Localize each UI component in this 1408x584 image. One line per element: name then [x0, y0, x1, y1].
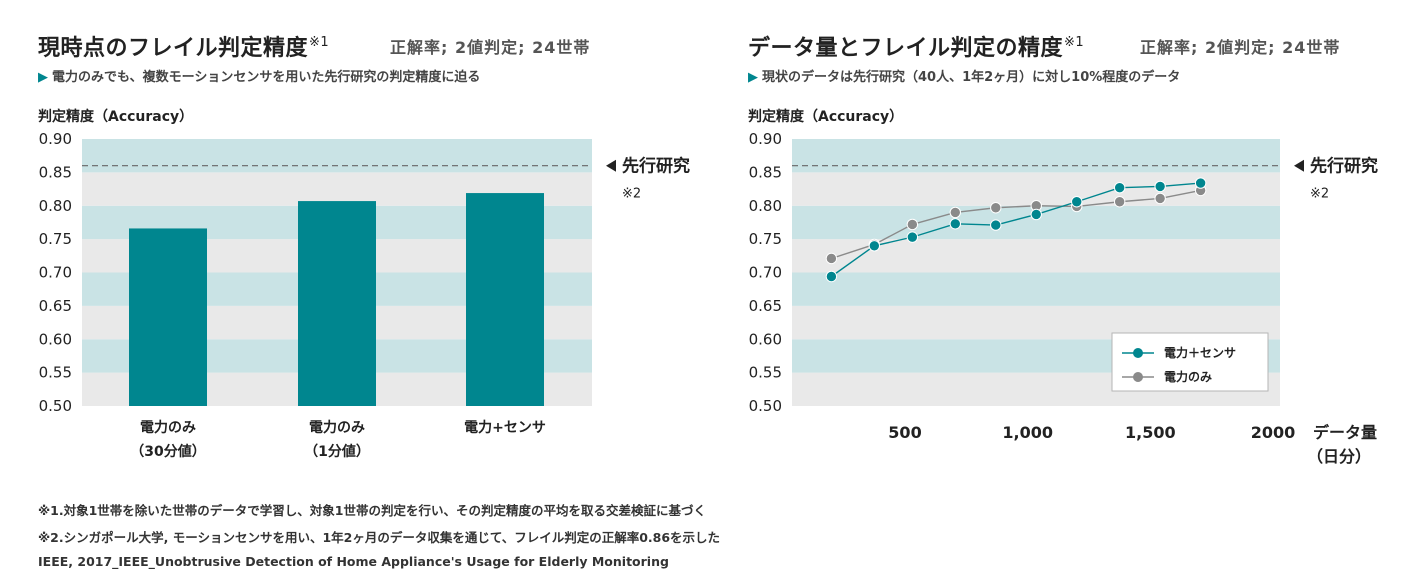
category-label: 電力+センサ [464, 419, 546, 436]
bar [466, 193, 544, 406]
data-point [1030, 208, 1042, 221]
data-point [1113, 196, 1126, 208]
left-ytick-label: 0.65 [39, 297, 72, 315]
right-ytick-label: 0.90 [749, 130, 782, 148]
x-tick-label: 1,000 [1002, 423, 1053, 442]
left-band [82, 139, 592, 173]
category-label-sub: （1分値） [304, 443, 370, 460]
right-chart-ylabel: 判定精度（Accuracy） [748, 109, 904, 125]
right-ytick-label: 0.80 [749, 197, 782, 215]
right-reference-note: ※2 [1310, 187, 1329, 202]
data-point [825, 252, 838, 265]
right-chart-subtitle: ▶ 現状のデータは先行研究（40人、1年2ヶ月）に対し10%程度のデータ [748, 66, 1180, 85]
left-ytick-label: 0.60 [39, 330, 72, 348]
data-point [1154, 180, 1166, 193]
right-ytick-label: 0.70 [749, 264, 782, 282]
right-chart-title-note: ※1 [1064, 35, 1085, 50]
right-ytick-label: 0.65 [749, 297, 782, 315]
right-ytick-label: 0.55 [749, 364, 782, 382]
left-chart-ylabel: 判定精度（Accuracy） [38, 109, 194, 125]
left-chart-subtitle-text: 電力のみでも、複数モーションセンサを用いた先行研究の判定精度に迫る [52, 70, 481, 85]
footnote-3: IEEE, 2017_IEEE_Unobtrusive Detection of… [38, 554, 669, 569]
series-line [831, 189, 1201, 260]
triangle-left-icon [1294, 159, 1304, 172]
left-ytick-label: 0.90 [39, 130, 72, 148]
category-label-sub: （30分値） [130, 443, 205, 460]
bar [129, 228, 207, 406]
data-point [868, 240, 881, 252]
left-chart-title: 現時点のフレイル判定精度※1 [38, 30, 329, 62]
right-chart-subtitle-text: 現状のデータは先行研究（40人、1年2ヶ月）に対し10%程度のデータ [762, 70, 1181, 85]
right-band [792, 139, 1280, 173]
left-reference-label: 先行研究 [622, 156, 690, 177]
bar [298, 201, 376, 406]
left-ytick-label: 0.75 [39, 230, 72, 248]
footnote-2: ※2.シンガポール大学, モーションセンサを用い、1年2ヶ月のデータ収集を通じて… [38, 530, 721, 545]
data-point [1194, 177, 1207, 189]
legend-swatch-marker [1133, 372, 1143, 382]
data-point [1154, 192, 1166, 205]
data-point [1071, 196, 1083, 208]
triangle-left-icon [606, 159, 616, 172]
data-point [825, 270, 838, 283]
data-point [1113, 182, 1126, 194]
right-ytick-label: 0.50 [749, 397, 782, 415]
x-tick-label: 2000 [1251, 423, 1296, 442]
x-tick-label: 1,500 [1125, 423, 1176, 442]
triangle-right-icon: ▶ [748, 70, 758, 85]
data-point [990, 202, 1002, 214]
left-chart-title-note: ※1 [309, 35, 330, 50]
right-chart-title: データ量とフレイル判定の精度※1 [748, 30, 1084, 62]
data-point [906, 231, 919, 243]
series-line [830, 182, 1201, 278]
right-band [792, 239, 1280, 273]
left-ytick-label: 0.80 [39, 197, 72, 215]
right-reference-label: 先行研究 [1310, 156, 1378, 177]
footnote-1: ※1.対象1世帯を除いた世帯のデータで学習し、対象1世帯の判定を行い、その判定精… [38, 503, 706, 518]
data-point [949, 206, 961, 219]
left-ytick-label: 0.85 [39, 163, 72, 181]
x-axis-label-unit: （日分） [1307, 447, 1371, 466]
right-ytick-label: 0.85 [749, 163, 782, 181]
category-label: 電力のみ [309, 419, 365, 436]
left-reference-note: ※2 [622, 187, 641, 202]
data-point [906, 218, 919, 231]
right-chart-meta: 正解率; 2値判定; 24世帯 [1140, 38, 1341, 57]
left-bar-chart: 0.90 0.85 0.80 0.75 0.70 0.65 0.60 0.55 0.50 先行研究… [39, 130, 690, 460]
left-ytick-label: 0.50 [39, 397, 72, 415]
legend-label: 電力＋センサ [1164, 345, 1236, 360]
right-ytick-label: 0.60 [749, 330, 782, 348]
triangle-right-icon: ▶ [38, 70, 48, 85]
right-chart-title-text: データ量とフレイル判定の精度 [748, 36, 1064, 61]
right-ytick-label: 0.75 [749, 230, 782, 248]
data-point [949, 218, 961, 230]
right-band [792, 272, 1280, 306]
left-chart-meta: 正解率; 2値判定; 24世帯 [390, 38, 591, 57]
left-ytick-label: 0.70 [39, 264, 72, 282]
x-axis-label: データ量 [1313, 423, 1377, 442]
category-label: 電力のみ [140, 419, 196, 436]
legend-label: 電力のみ [1164, 369, 1212, 384]
left-chart-subtitle: ▶ 電力のみでも、複数モーションセンサを用いた先行研究の判定精度に迫る [38, 66, 480, 85]
left-ytick-label: 0.55 [39, 364, 72, 382]
data-point [990, 219, 1002, 231]
x-tick-label: 500 [888, 423, 921, 442]
right-line-chart: 0.90 0.85 0.80 0.75 0.70 0.65 0.60 0.55 0.50 先行研究… [749, 130, 1378, 466]
left-chart-title-text: 現時点のフレイル判定精度 [38, 36, 309, 61]
legend-swatch-marker [1133, 348, 1143, 358]
